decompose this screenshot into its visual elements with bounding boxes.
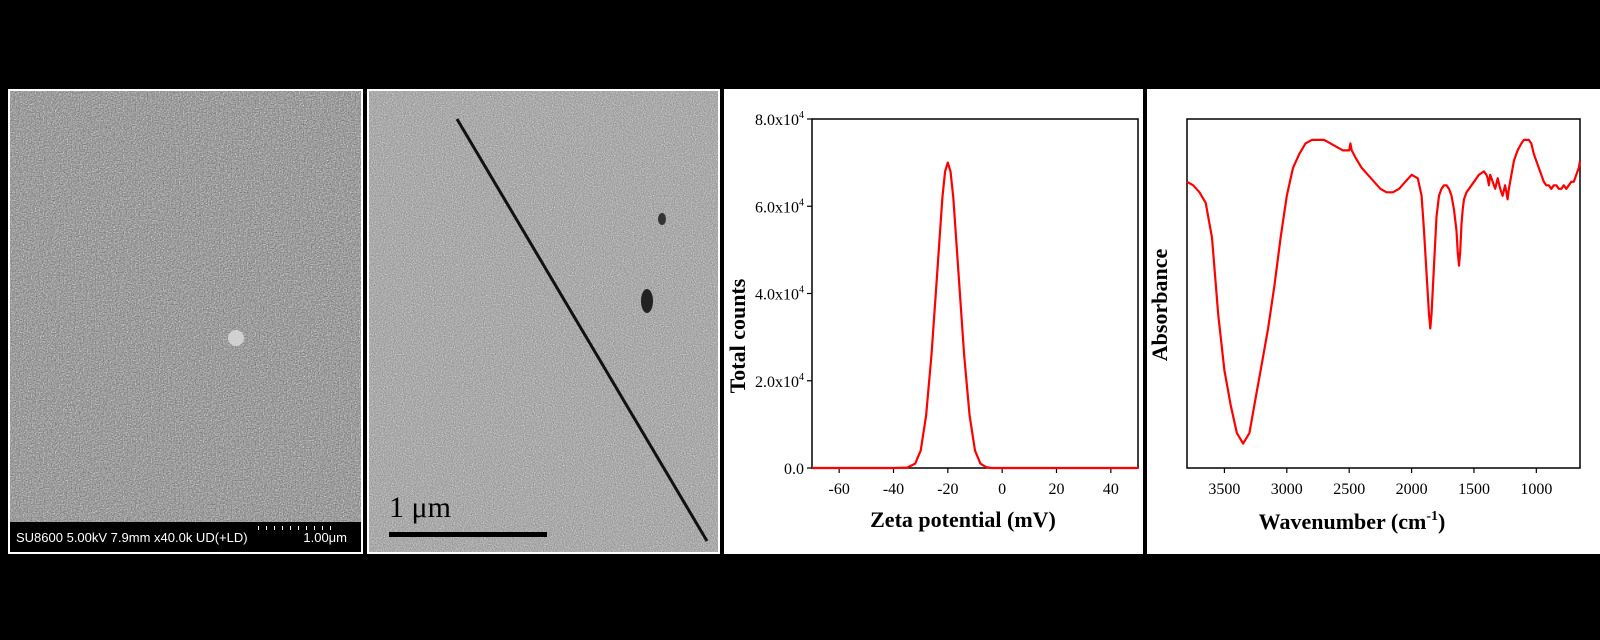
y-axis-title: Absorbance xyxy=(1147,249,1172,362)
y-tick-exponent: 4 xyxy=(799,285,804,296)
x-tick-label: 0 xyxy=(998,481,1006,498)
x-tick-label: 3500 xyxy=(1208,481,1240,498)
sem-scale-text: 1.00μm xyxy=(303,530,347,545)
sem-image-left: SU8600 5.00kV 7.9mm x40.0k UD(+LD) 1.00μ… xyxy=(8,89,363,554)
ftir-chart-panel: Absorbance Wavenumber (cm-1) 3500 3000 250… xyxy=(1147,89,1600,554)
x-axis-title-end: ) xyxy=(1438,509,1445,534)
sem-texture-left xyxy=(10,91,361,522)
series-line xyxy=(1186,138,1582,445)
plot-frame xyxy=(1186,118,1581,469)
ftir-absorbance-chart: Absorbance Wavenumber (cm-1) 3500 3000 250… xyxy=(1147,118,1582,534)
y-tick-label: 6.0x104 xyxy=(755,197,804,216)
x-tick-label: 40 xyxy=(1103,481,1119,498)
x-tick-label: -20 xyxy=(937,481,958,498)
y-tick-exponent: 4 xyxy=(799,372,804,383)
sem-image-right: 1 μm xyxy=(367,89,720,554)
x-axis-title: Wavenumber (cm-1) xyxy=(1259,509,1446,534)
x-tick-label: -60 xyxy=(829,481,850,498)
y-tick-label: 0.0 xyxy=(784,461,804,478)
y-tick-mantissa: 0.0 xyxy=(784,461,804,478)
scale-bar-label: 1 μm xyxy=(389,491,451,524)
plot-frame xyxy=(811,118,1139,469)
x-axis-title: Zeta potential (mV) xyxy=(870,507,1056,532)
y-tick-mantissa: 4.0x10 xyxy=(755,287,799,304)
x-axis-title-sup: -1 xyxy=(1426,509,1438,524)
y-tick-exponent: 4 xyxy=(799,110,804,121)
x-tick-label: 20 xyxy=(1049,481,1065,498)
y-tick-exponent: 4 xyxy=(799,197,804,208)
zeta-potential-chart-panel: Total counts Zeta potential (mV) -60 -40 -… xyxy=(724,89,1143,554)
x-tick-label: 1500 xyxy=(1458,481,1490,498)
x-tick-label: 3000 xyxy=(1271,481,1303,498)
y-tick-label: 2.0x104 xyxy=(755,372,804,391)
sem-micrograph-right: 1 μm xyxy=(369,91,718,552)
x-tick-label: 2000 xyxy=(1396,481,1428,498)
sem-texture-right xyxy=(369,91,718,552)
x-tick-label: 2500 xyxy=(1333,481,1365,498)
sem-info-text: SU8600 5.00kV 7.9mm x40.0k UD(+LD) xyxy=(16,530,248,545)
x-tick-label: 1000 xyxy=(1520,481,1552,498)
y-tick-mantissa: 8.0x10 xyxy=(755,112,799,129)
x-axis-title-main: Wavenumber (cm xyxy=(1259,509,1427,534)
y-tick-mantissa: 2.0x10 xyxy=(755,374,799,391)
scale-bar xyxy=(389,532,547,537)
series-line xyxy=(812,161,1138,470)
y-tick-label: 8.0x104 xyxy=(755,110,804,129)
y-tick-label: 4.0x104 xyxy=(755,285,804,304)
x-tick-label: -40 xyxy=(883,481,904,498)
sem-info-bar: SU8600 5.00kV 7.9mm x40.0k UD(+LD) 1.00μ… xyxy=(10,522,361,552)
scale-ticks xyxy=(258,526,338,530)
y-axis-title-group: Absorbance xyxy=(1147,249,1172,362)
zeta-potential-chart: Total counts Zeta potential (mV) -60 -40 -… xyxy=(725,110,1139,532)
y-axis-title-group: Total counts xyxy=(725,278,750,393)
y-tick-mantissa: 6.0x10 xyxy=(755,199,799,216)
y-axis-title: Total counts xyxy=(725,278,750,393)
sem-micrograph-left xyxy=(10,91,361,522)
